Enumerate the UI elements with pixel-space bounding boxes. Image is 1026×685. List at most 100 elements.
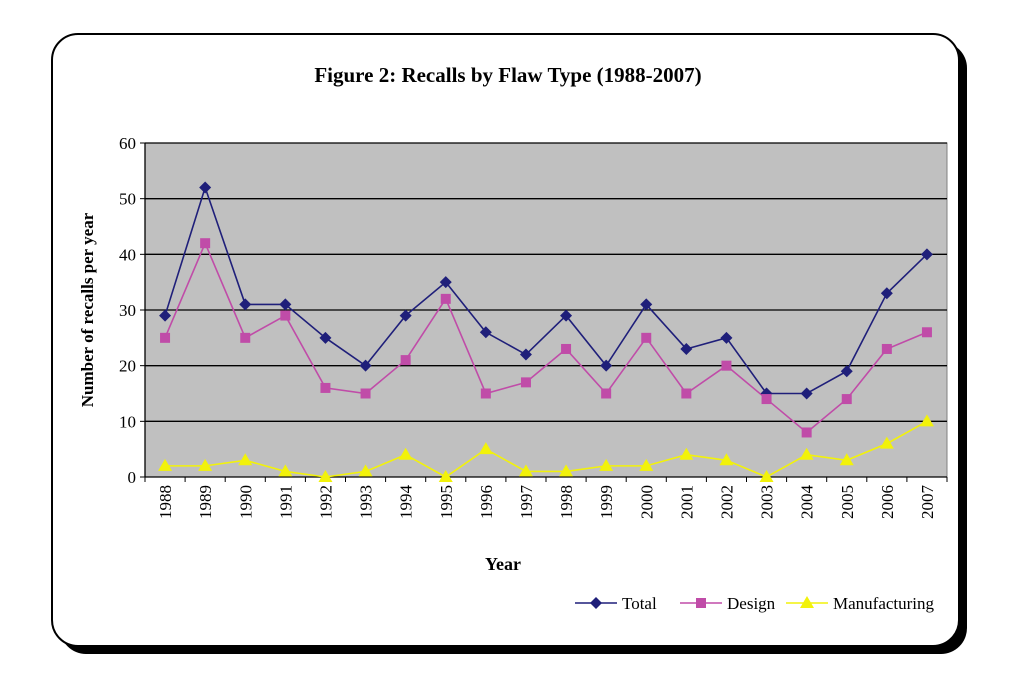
point-design [761,394,772,405]
point-design [561,343,572,354]
series-line-total [164,184,928,395]
point-design [881,343,892,354]
point-total [840,365,853,378]
point-total [800,387,813,400]
x-tick-label: 1994 [397,485,416,520]
legend: Total Design Manufacturing [575,594,935,613]
point-design [280,310,291,321]
series-markers [158,181,934,482]
point-manufacturing [599,458,614,471]
series-lines [164,184,928,478]
point-total [359,359,372,372]
point-total [159,309,172,322]
point-total [199,181,212,194]
point-design [721,360,732,371]
y-tick-label: 20 [119,357,136,376]
point-total [279,298,292,311]
point-design [160,332,171,343]
point-manufacturing [158,458,173,471]
gridlines [145,142,947,422]
point-manufacturing [198,458,213,471]
point-manufacturing [438,470,453,482]
legend-label-total: Total [622,594,657,613]
x-tick-label: 2003 [758,485,777,519]
point-manufacturing [799,447,814,460]
point-manufacturing [559,464,574,477]
x-tick-label: 1992 [316,485,335,519]
point-design [520,377,531,388]
legend-marker-design [696,598,706,608]
y-tick-label: 30 [119,301,136,320]
point-design [240,332,251,343]
point-design [801,427,812,438]
point-design [200,238,211,249]
point-manufacturing [879,436,894,449]
x-tick-label: 2004 [798,485,817,520]
point-total [720,331,733,344]
point-manufacturing [639,458,654,471]
x-tick-label: 2002 [717,485,736,519]
x-axis: 1988 1989 1990 1991 1992 1993 1994 1995 1996 1997… [144,476,948,520]
point-design [360,388,371,399]
legend-marker-total [590,597,602,609]
y-tick-label: 60 [119,134,136,153]
point-manufacturing [358,464,373,477]
legend-label-design: Design [727,594,776,613]
point-design [320,382,331,393]
point-manufacturing [318,470,333,482]
legend-label-manufacturing: Manufacturing [833,594,935,613]
x-tick-label: 2006 [878,485,897,519]
series-line-design [164,241,928,434]
y-axis-label: Number of recalls per year [78,212,97,407]
point-manufacturing [679,447,694,460]
x-tick-label: 1995 [437,485,456,519]
x-tick-label: 1998 [557,485,576,519]
x-tick-label: 1996 [477,485,496,519]
point-total [319,331,332,344]
x-tick-label: 1990 [236,485,255,519]
point-total [920,248,933,261]
point-manufacturing [478,442,493,455]
point-total [239,298,252,311]
y-axis: 0 10 20 30 40 50 60 [119,134,146,487]
point-total [680,342,693,355]
x-tick-label: 1993 [357,485,376,519]
chart-title: Figure 2: Recalls by Flaw Type (1988-200… [314,63,701,87]
x-tick-label: 1999 [597,485,616,519]
point-total [880,287,893,300]
x-tick-label: 2005 [838,485,857,519]
point-design [921,327,932,338]
point-design [841,394,852,405]
point-manufacturing [398,447,413,460]
point-design [400,355,411,366]
y-tick-label: 10 [119,412,136,431]
point-manufacturing [238,453,253,466]
point-design [440,293,451,304]
point-total [640,298,653,311]
point-manufacturing [719,453,734,466]
legend-marker-manufacturing [800,596,814,608]
x-tick-label: 1989 [196,485,215,519]
x-tick-label: 1988 [156,485,175,519]
point-design [480,388,491,399]
point-total [560,309,573,322]
point-manufacturing [278,464,293,477]
point-total [519,348,532,361]
point-total [399,309,412,322]
x-tick-label: 1997 [517,485,536,520]
x-tick-label: 2007 [918,485,937,520]
point-total [600,359,613,372]
x-axis-label: Year [485,554,521,574]
x-tick-label: 2001 [677,485,696,519]
series-line-manufacturing [165,420,928,478]
point-design [601,388,612,399]
point-manufacturing [919,414,934,427]
y-tick-label: 0 [128,468,137,487]
x-tick-label: 2000 [637,485,656,519]
point-total [439,276,452,289]
point-manufacturing [518,464,533,477]
x-tick-label: 1991 [276,485,295,519]
y-tick-label: 50 [119,190,136,209]
